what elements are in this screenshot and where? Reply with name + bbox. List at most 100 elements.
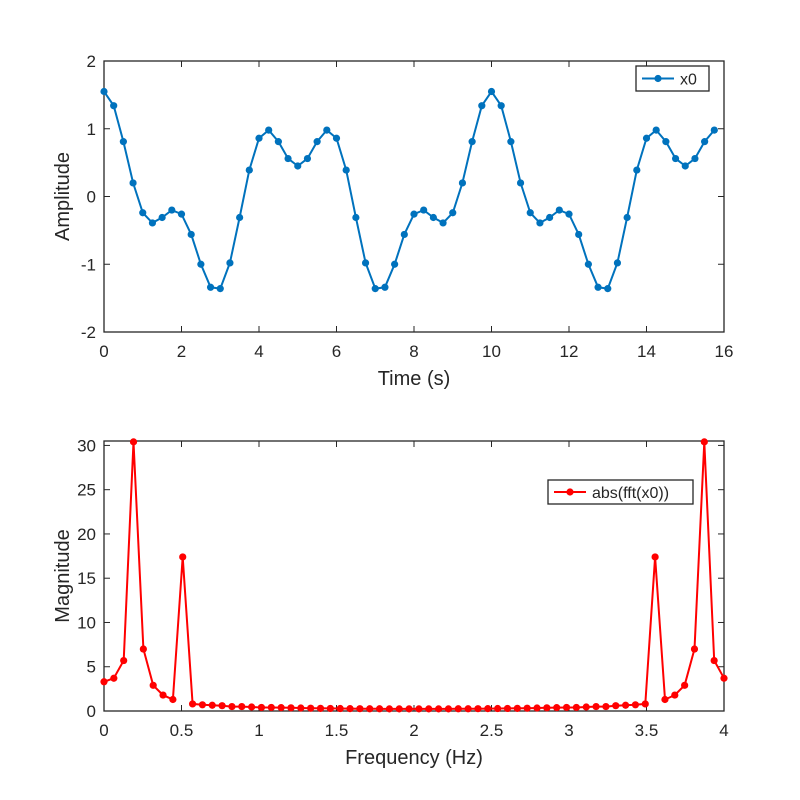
data-point — [555, 206, 563, 214]
data-point — [342, 166, 350, 174]
data-point — [478, 102, 486, 110]
data-point — [474, 705, 482, 713]
x-tick-label: 0.5 — [170, 721, 194, 740]
data-point — [197, 260, 205, 268]
y-tick-label: 15 — [77, 569, 96, 588]
data-point — [177, 210, 186, 218]
data-point — [690, 645, 699, 653]
x-tick-label: 0 — [99, 342, 108, 361]
x-tick-label: 16 — [715, 342, 734, 361]
data-point — [425, 705, 433, 713]
data-point — [218, 702, 226, 710]
data-point — [400, 230, 408, 239]
data-point — [464, 705, 472, 713]
data-point — [100, 87, 108, 96]
data-point — [468, 138, 476, 146]
data-point — [265, 126, 273, 134]
data-point — [313, 138, 321, 146]
data-point — [179, 553, 187, 561]
data-point — [346, 705, 354, 713]
data-point — [352, 213, 360, 222]
data-point — [621, 701, 630, 709]
data-point — [612, 702, 620, 710]
data-point — [206, 283, 215, 291]
data-point — [602, 702, 610, 711]
data-point — [129, 179, 137, 187]
data-point — [356, 705, 364, 713]
data-point — [631, 701, 640, 709]
x-tick-label: 3.5 — [635, 721, 659, 740]
data-point — [129, 438, 138, 446]
data-point — [439, 219, 447, 227]
y-tick-label: 0 — [87, 188, 96, 207]
data-point — [332, 134, 341, 142]
data-point — [255, 134, 263, 142]
data-point — [503, 704, 512, 713]
data-point — [139, 645, 147, 653]
data-point — [582, 703, 590, 711]
data-point — [572, 703, 580, 712]
data-point — [236, 213, 244, 222]
x-tick-label: 4 — [719, 721, 728, 740]
x-tick-label: 2 — [409, 721, 418, 740]
data-point — [575, 230, 583, 239]
y-tick-label: 30 — [77, 436, 96, 455]
legend-marker — [654, 74, 662, 83]
data-point — [584, 260, 592, 268]
x-axis-label: Frequency (Hz) — [345, 747, 483, 769]
data-point — [119, 138, 127, 146]
data-point — [294, 162, 302, 170]
data-point — [681, 162, 689, 170]
data-point — [720, 674, 728, 682]
data-point — [543, 704, 551, 712]
data-point — [652, 126, 660, 134]
data-point — [497, 102, 505, 110]
data-point — [516, 179, 525, 187]
legend: abs(fft(x0)) — [547, 479, 694, 505]
data-point — [444, 705, 453, 713]
data-point — [168, 206, 176, 214]
x-tick-label: 12 — [560, 342, 579, 361]
data-point — [208, 701, 216, 709]
data-point — [148, 219, 157, 227]
data-point — [228, 702, 236, 711]
y-axis-label: Amplitude — [52, 152, 74, 241]
data-point — [671, 154, 680, 163]
data-point — [661, 695, 669, 704]
data-point — [613, 259, 622, 267]
y-tick-label: -1 — [81, 255, 96, 274]
data-point — [284, 154, 292, 163]
x-axis-label: Time (s) — [378, 368, 451, 390]
data-point — [454, 705, 462, 713]
data-point — [336, 704, 344, 713]
series-line — [103, 441, 725, 710]
data-point — [494, 704, 502, 713]
data-point — [139, 209, 147, 217]
legend-label: abs(fft(x0)) — [592, 485, 669, 502]
y-tick-label: 0 — [87, 702, 96, 721]
x-tick-label: 8 — [409, 342, 418, 361]
data-point — [513, 704, 521, 712]
data-point — [526, 209, 534, 217]
data-point — [297, 704, 305, 712]
data-point — [562, 703, 571, 712]
data-point — [405, 705, 413, 713]
data-point — [533, 704, 541, 712]
data-point — [701, 138, 709, 146]
data-point — [248, 703, 256, 711]
x-tick-label: 6 — [332, 342, 341, 361]
data-point — [226, 259, 234, 267]
data-point — [420, 206, 428, 214]
x-tick-label: 14 — [637, 342, 656, 361]
data-point — [287, 704, 295, 712]
data-point — [604, 285, 612, 293]
x-tick-label: 4 — [254, 342, 263, 361]
data-point — [375, 705, 384, 713]
y-tick-label: 2 — [87, 52, 96, 71]
data-point — [623, 213, 631, 222]
x-tick-label: 10 — [482, 342, 501, 361]
data-point — [507, 138, 515, 146]
data-point — [553, 704, 561, 712]
